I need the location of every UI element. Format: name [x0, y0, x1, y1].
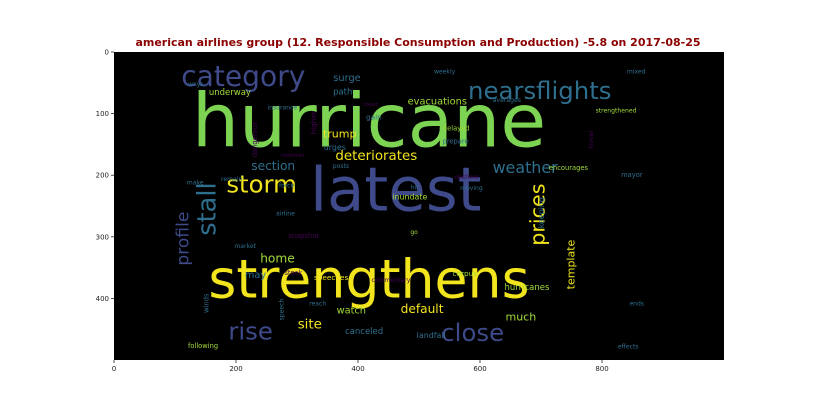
word-trump: trump: [323, 128, 357, 141]
word-hurricanes: hurricanes: [505, 283, 550, 293]
word-deteriorates: deteriorates: [335, 149, 417, 164]
word-higher: higher: [309, 111, 318, 134]
word-mixed: mixed: [627, 69, 646, 76]
x-tick-label: 400: [351, 365, 364, 373]
word-home: home: [260, 251, 295, 265]
word-weather: weather: [493, 158, 559, 177]
word-ends: ends: [629, 300, 644, 307]
word-latest: latest: [310, 154, 481, 225]
word-travel: travel: [588, 130, 595, 148]
word-template: template: [565, 239, 578, 289]
word-winds: winds: [203, 293, 211, 313]
word-insurance: insurance: [267, 104, 297, 111]
plot-area: [114, 52, 724, 360]
word-canceled: canceled: [345, 327, 383, 337]
y-tick-label: 100: [96, 110, 109, 118]
word-section: section: [251, 159, 295, 173]
word-hit: hit: [411, 185, 420, 192]
word-reach: reach: [309, 300, 326, 307]
word-strengthened: strengthened: [596, 108, 637, 115]
word-category: category: [181, 60, 305, 93]
word-urges: urges: [324, 143, 346, 152]
y-tick-label: 300: [96, 233, 109, 241]
word-averages: averages: [493, 97, 521, 104]
word-underway: underway: [209, 88, 251, 98]
word-stall: stall: [193, 182, 223, 235]
word-ways: ways: [188, 81, 204, 88]
word-mayor: mayor: [621, 171, 643, 179]
word-delayed: delayed: [443, 124, 470, 132]
word-site: site: [298, 317, 322, 332]
word-speeches: speeches: [314, 273, 349, 282]
word-onshore: onshore: [454, 174, 479, 181]
word-close: close: [441, 318, 504, 347]
word-gain: gain: [366, 112, 382, 121]
word-force: force: [279, 183, 295, 190]
word-go: go: [410, 229, 418, 236]
y-tick-label: 0: [105, 49, 109, 57]
word-inundate: inundate: [392, 192, 427, 201]
y-tick-label: 400: [96, 295, 109, 303]
word-moving: moving: [460, 185, 483, 192]
word-stock: stock: [284, 269, 302, 277]
word-posts: posts: [333, 163, 349, 170]
word-strengthens: strengthens: [208, 248, 529, 311]
word-may: may: [245, 270, 267, 281]
word-evacuations: evacuations: [408, 96, 467, 107]
word-encourages: encourages: [549, 164, 589, 172]
word-effects: effects: [618, 343, 639, 350]
word-airline: airline: [276, 210, 295, 217]
word-cover: cover: [363, 102, 379, 108]
word-motorists: motorists: [281, 153, 305, 159]
word-landfall: landfall: [417, 331, 446, 340]
word-snapshot: snapshot: [288, 232, 319, 240]
word-corpus: corpus: [452, 269, 477, 278]
axes: 0 200 400 600 800 0 100 200 300 400: [96, 49, 609, 374]
word-speech: speech: [279, 298, 286, 320]
word-weekly: weekly: [434, 69, 456, 76]
x-tick-label: 800: [595, 365, 608, 373]
word-prices: prices: [526, 183, 550, 245]
x-tick-label: 0: [112, 365, 116, 373]
word-rise: rise: [228, 316, 273, 345]
chart-title: american airlines group (12. Responsible…: [135, 36, 700, 49]
word-remain: remain: [221, 176, 242, 183]
word-dangerous: dangerous: [251, 121, 259, 157]
word-much: much: [506, 310, 537, 323]
word-make: make: [187, 180, 204, 187]
word-following: following: [188, 342, 218, 350]
word-commentary: commentary: [372, 277, 411, 284]
word-storm: storm: [226, 170, 297, 199]
word-watch: watch: [337, 306, 366, 317]
word-profile: profile: [174, 212, 194, 266]
word-market: market: [234, 243, 256, 250]
word-default: default: [401, 302, 444, 316]
y-tick-label: 200: [96, 172, 109, 180]
word-hurricane: hurricane: [192, 77, 546, 164]
word-surge: surge: [333, 73, 360, 84]
x-tick-label: 600: [473, 365, 486, 373]
word-prepare: prepare: [443, 137, 469, 145]
word-keeping: keeping: [537, 197, 546, 228]
word-path: path: [333, 88, 352, 98]
x-tick-label: 200: [229, 365, 242, 373]
word-nearsflights: nearsflights: [468, 76, 612, 105]
